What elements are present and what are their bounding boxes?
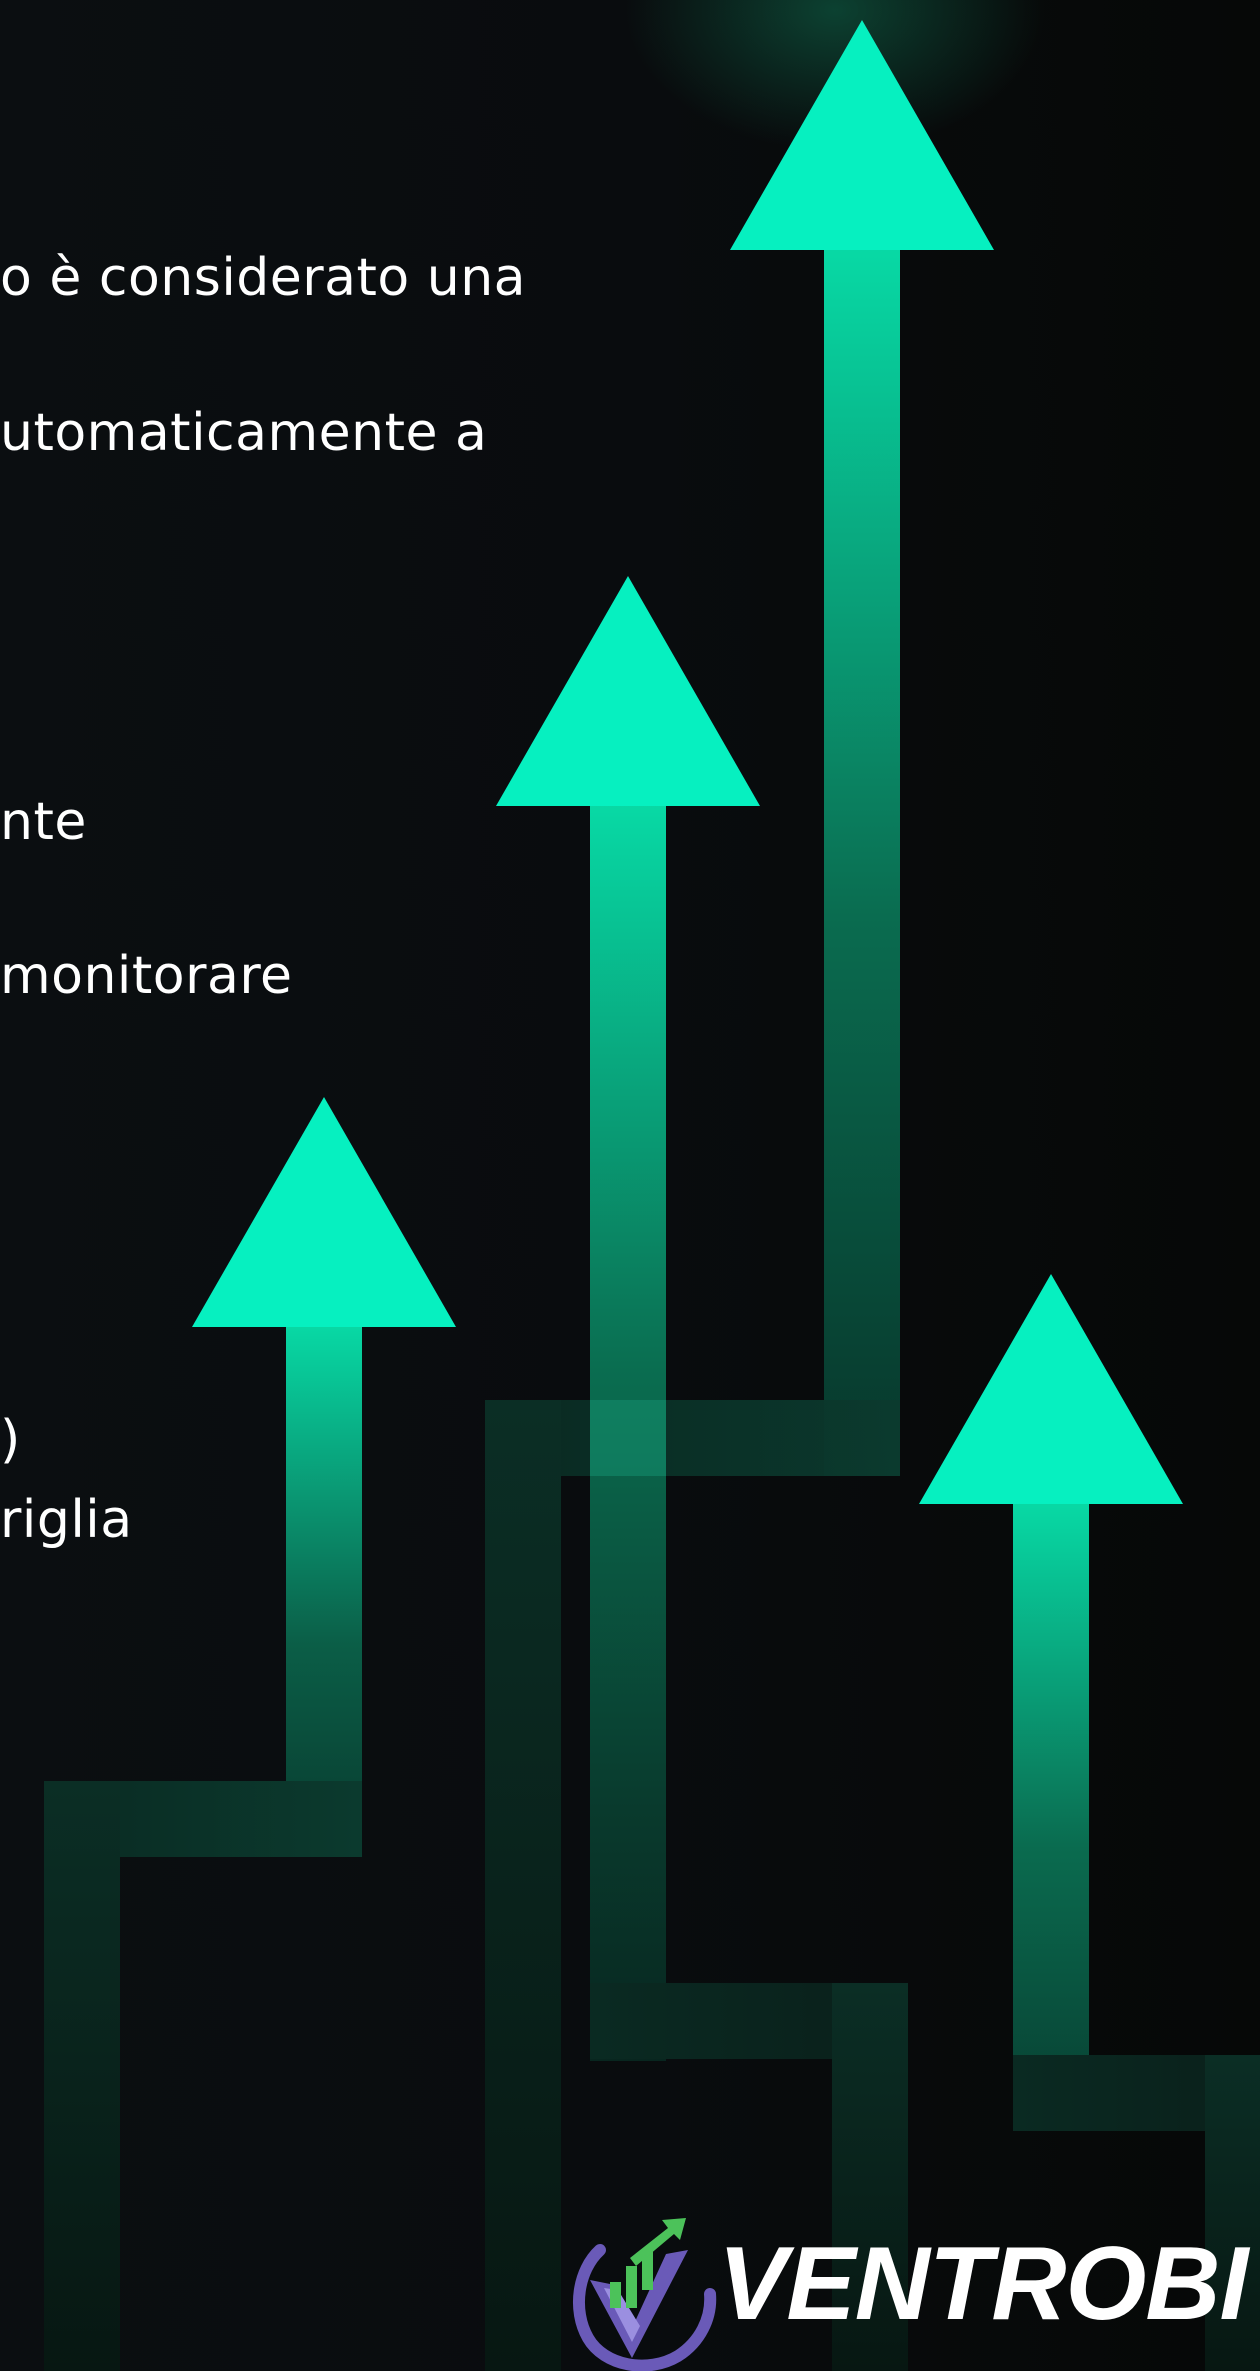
- body-text-line: ): [0, 1410, 21, 1470]
- up-arrow-icon: [44, 1097, 456, 2371]
- body-text-line: monitorare: [0, 946, 293, 1006]
- ventrobi-logo-icon: [572, 2218, 717, 2371]
- body-text-line: o è considerato una: [0, 248, 527, 308]
- up-arrow-icon: [496, 576, 908, 2371]
- body-text-line: utomaticamente a: [0, 403, 488, 463]
- brand-logo: VENTROBI: [570, 2210, 1260, 2371]
- body-text-line: nte: [0, 792, 87, 852]
- brand-name: VENTROBI: [718, 2226, 1248, 2342]
- body-text-line: riglia: [0, 1490, 133, 1550]
- up-arrow-icon: [919, 1274, 1260, 2371]
- up-arrow-icon: [485, 20, 994, 2371]
